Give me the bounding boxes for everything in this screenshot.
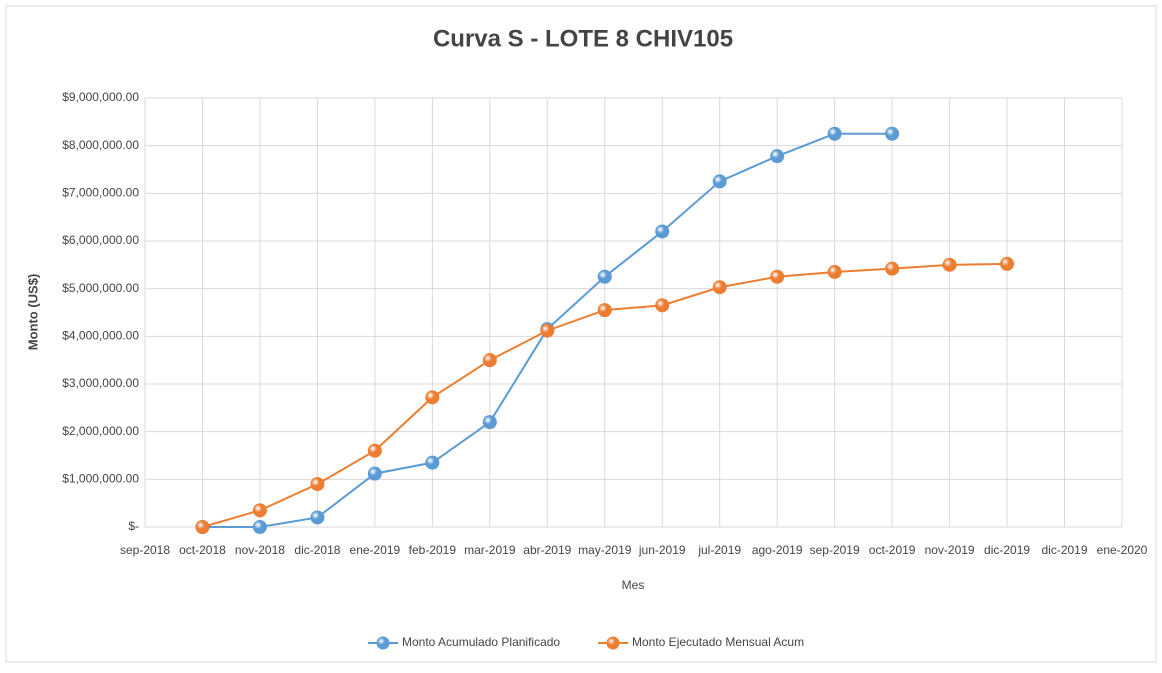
- chart-title: Curva S - LOTE 8 CHIV105: [433, 25, 733, 52]
- legend-label: Monto Acumulado Planificado: [402, 635, 560, 649]
- x-tick-label: sep-2018: [120, 543, 170, 557]
- x-tick-label: ene-2020: [1097, 543, 1148, 557]
- x-tick-label: may-2019: [578, 543, 632, 557]
- data-point: [770, 269, 785, 284]
- legend-marker: [376, 636, 390, 650]
- data-point: [425, 390, 440, 405]
- data-point: [252, 503, 267, 518]
- data-point: [540, 323, 555, 338]
- data-point: [597, 303, 612, 318]
- y-tick-label: $1,000,000.00: [62, 472, 139, 486]
- data-point: [482, 353, 497, 368]
- data-point: [425, 455, 440, 470]
- data-point: [1000, 256, 1015, 271]
- x-tick-label: oct-2018: [179, 543, 226, 557]
- chart-border: [5, 5, 1157, 663]
- x-tick-label: jun-2019: [638, 543, 686, 557]
- legend-marker: [606, 636, 620, 650]
- x-tick-label: nov-2018: [235, 543, 285, 557]
- x-tick-label: dic-2019: [984, 543, 1030, 557]
- data-point: [252, 520, 267, 534]
- y-tick-label: $7,000,000.00: [62, 186, 139, 200]
- x-tick-label: sep-2019: [810, 543, 860, 557]
- data-point: [367, 466, 382, 481]
- x-tick-label: feb-2019: [409, 543, 457, 557]
- x-axis-label: Mes: [622, 578, 645, 592]
- y-tick-label: $2,000,000.00: [62, 424, 139, 438]
- data-point: [195, 520, 210, 534]
- data-point: [310, 477, 325, 492]
- data-point: [827, 264, 842, 279]
- y-tick-label: $-: [128, 519, 139, 533]
- data-point: [827, 126, 842, 141]
- y-tick-label: $8,000,000.00: [62, 138, 139, 152]
- y-tick-label: $9,000,000.00: [62, 90, 139, 104]
- data-point: [942, 257, 957, 272]
- data-point: [597, 269, 612, 284]
- data-point: [367, 443, 382, 458]
- x-tick-label: ene-2019: [350, 543, 401, 557]
- data-point: [712, 280, 727, 295]
- x-tick-label: ago-2019: [752, 543, 803, 557]
- data-point: [655, 298, 670, 313]
- data-point: [885, 261, 900, 276]
- data-point: [310, 510, 325, 525]
- y-tick-label: $6,000,000.00: [62, 233, 139, 247]
- x-tick-label: oct-2019: [869, 543, 916, 557]
- y-tick-label: $3,000,000.00: [62, 376, 139, 390]
- y-tick-label: $4,000,000.00: [62, 329, 139, 343]
- data-point: [885, 126, 900, 141]
- x-tick-label: jul-2019: [697, 543, 741, 557]
- y-tick-label: $5,000,000.00: [62, 281, 139, 295]
- data-point: [770, 149, 785, 164]
- x-tick-label: dic-2018: [294, 543, 340, 557]
- x-tick-label: mar-2019: [464, 543, 516, 557]
- x-tick-label: abr-2019: [523, 543, 571, 557]
- x-tick-label: nov-2019: [925, 543, 975, 557]
- data-point: [655, 224, 670, 239]
- data-point: [712, 174, 727, 189]
- legend-label: Monto Ejecutado Mensual Acum: [632, 635, 804, 649]
- x-tick-label: dic-2019: [1042, 543, 1088, 557]
- data-point: [482, 415, 497, 430]
- y-axis-label: Monto (US$): [25, 274, 40, 351]
